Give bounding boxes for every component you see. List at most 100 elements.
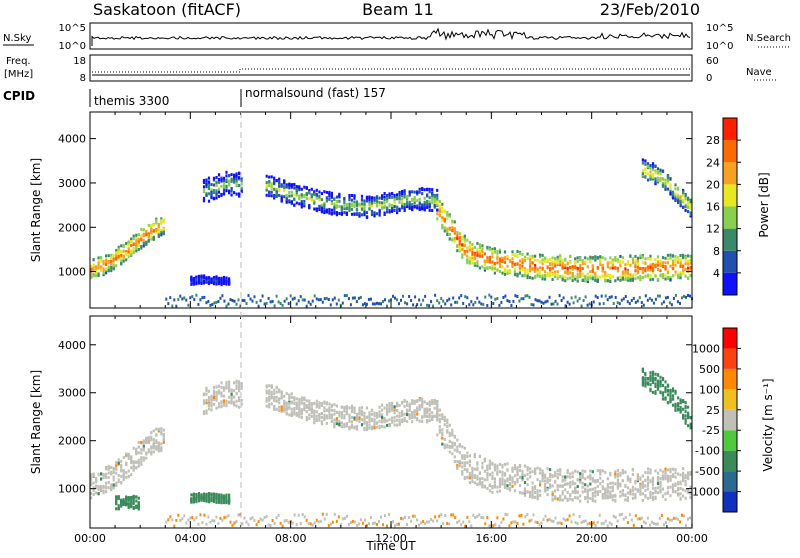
colorbar-segment bbox=[723, 471, 737, 492]
scatter-cell bbox=[323, 204, 326, 208]
scatter-cell bbox=[661, 384, 665, 387]
scatter-cell bbox=[619, 278, 622, 282]
scatter-cell bbox=[523, 487, 527, 491]
ground-scatter-cell bbox=[478, 300, 481, 304]
scatter-cell bbox=[416, 204, 419, 208]
ground-scatter-cell bbox=[265, 301, 268, 305]
scatter-cell bbox=[127, 240, 130, 244]
scatter-cell bbox=[192, 500, 195, 504]
scatter-cell bbox=[534, 490, 537, 494]
ground-scatter-cell bbox=[191, 295, 194, 299]
scatter-cell bbox=[230, 189, 233, 193]
scatter-cell bbox=[122, 500, 125, 504]
scatter-cell bbox=[212, 178, 216, 182]
scatter-cell bbox=[295, 413, 298, 417]
ground-scatter-cell bbox=[460, 294, 463, 298]
ground-scatter-cell bbox=[353, 520, 356, 524]
scatter-cell bbox=[609, 495, 612, 499]
ground-scatter-cell bbox=[490, 295, 493, 299]
scatter-cell bbox=[641, 484, 644, 488]
scatter-cell bbox=[117, 478, 120, 482]
scatter-cell bbox=[569, 497, 572, 501]
scatter-cell bbox=[644, 484, 647, 488]
scatter-cell bbox=[654, 382, 657, 386]
scatter-cell bbox=[155, 441, 158, 445]
scatter-cell bbox=[443, 415, 446, 419]
scatter-cell bbox=[325, 421, 328, 425]
scatter-cell bbox=[649, 164, 652, 167]
ground-scatter-cell bbox=[452, 296, 455, 300]
scatter-cell bbox=[656, 277, 660, 281]
scatter-cell bbox=[105, 254, 108, 258]
ground-scatter-cell bbox=[594, 294, 597, 298]
ground-scatter-cell bbox=[213, 301, 216, 305]
scatter-cell bbox=[350, 204, 354, 208]
scatter-cell bbox=[669, 478, 672, 481]
ground-scatter-cell bbox=[211, 303, 214, 306]
scatter-cell bbox=[624, 498, 627, 502]
colorbar-segment bbox=[723, 450, 737, 472]
scatter-cell bbox=[210, 408, 213, 412]
ground-scatter-cell bbox=[275, 294, 278, 298]
scatter-cell bbox=[651, 277, 655, 281]
scatter-cell bbox=[589, 270, 592, 274]
scatter-cell bbox=[574, 257, 577, 261]
scatter-cell bbox=[325, 199, 328, 203]
scatter-cell bbox=[388, 402, 391, 406]
scatter-cell bbox=[353, 426, 356, 430]
scatter-cell bbox=[295, 201, 298, 205]
scatter-cell bbox=[368, 426, 371, 430]
scatter-cell bbox=[441, 428, 444, 432]
scatter-cell bbox=[654, 489, 657, 493]
scatter-cell bbox=[132, 460, 135, 464]
scatter-cell bbox=[539, 255, 542, 259]
scatter-cell bbox=[518, 468, 522, 472]
scatter-cell bbox=[411, 205, 414, 209]
scatter-cell bbox=[463, 244, 466, 247]
scatter-cell bbox=[155, 445, 158, 449]
scatter-cell bbox=[619, 275, 622, 279]
scatter-cell bbox=[423, 408, 426, 412]
ground-scatter-cell bbox=[666, 517, 669, 521]
scatter-cell bbox=[438, 430, 441, 434]
scatter-cell bbox=[506, 468, 509, 472]
scatter-cell bbox=[388, 203, 391, 207]
ground-scatter-cell bbox=[679, 520, 681, 524]
scatter-cell bbox=[496, 485, 499, 489]
ground-scatter-cell bbox=[548, 295, 551, 299]
scatter-cell bbox=[541, 262, 544, 266]
ground-scatter-cell bbox=[197, 522, 200, 526]
ground-scatter-cell bbox=[285, 297, 288, 301]
scatter-cell bbox=[411, 413, 414, 417]
scatter-cell bbox=[586, 488, 589, 492]
scatter-cell bbox=[278, 181, 281, 185]
scatter-cell bbox=[596, 479, 599, 483]
scatter-cell bbox=[202, 190, 206, 194]
scatter-cell bbox=[641, 169, 644, 173]
scatter-cell bbox=[90, 264, 93, 268]
scatter-cell bbox=[368, 413, 371, 417]
ground-scatter-cell bbox=[400, 516, 402, 520]
scatter-cell bbox=[137, 501, 140, 505]
ground-scatter-cell bbox=[169, 296, 172, 300]
scatter-cell bbox=[651, 168, 655, 172]
scatter-cell bbox=[217, 178, 221, 181]
scatter-cell bbox=[212, 494, 216, 497]
scatter-cell bbox=[207, 184, 211, 187]
ground-scatter-cell bbox=[594, 524, 597, 527]
colorbar-segment bbox=[723, 272, 737, 295]
scatter-cell bbox=[212, 385, 216, 389]
scatter-cell bbox=[546, 266, 549, 270]
scatter-cell bbox=[438, 428, 441, 432]
scatter-cell bbox=[388, 418, 391, 422]
scatter-cell bbox=[609, 492, 612, 496]
scatter-cell bbox=[679, 203, 682, 207]
scatter-cell bbox=[446, 211, 449, 214]
scatter-cell bbox=[646, 487, 650, 491]
scatter-cell bbox=[581, 272, 584, 276]
scatter-cell bbox=[290, 392, 293, 396]
scatter-cell bbox=[285, 403, 288, 407]
scatter-cell bbox=[606, 273, 609, 277]
scatter-cell bbox=[127, 243, 130, 247]
ground-scatter-cell bbox=[361, 303, 364, 307]
